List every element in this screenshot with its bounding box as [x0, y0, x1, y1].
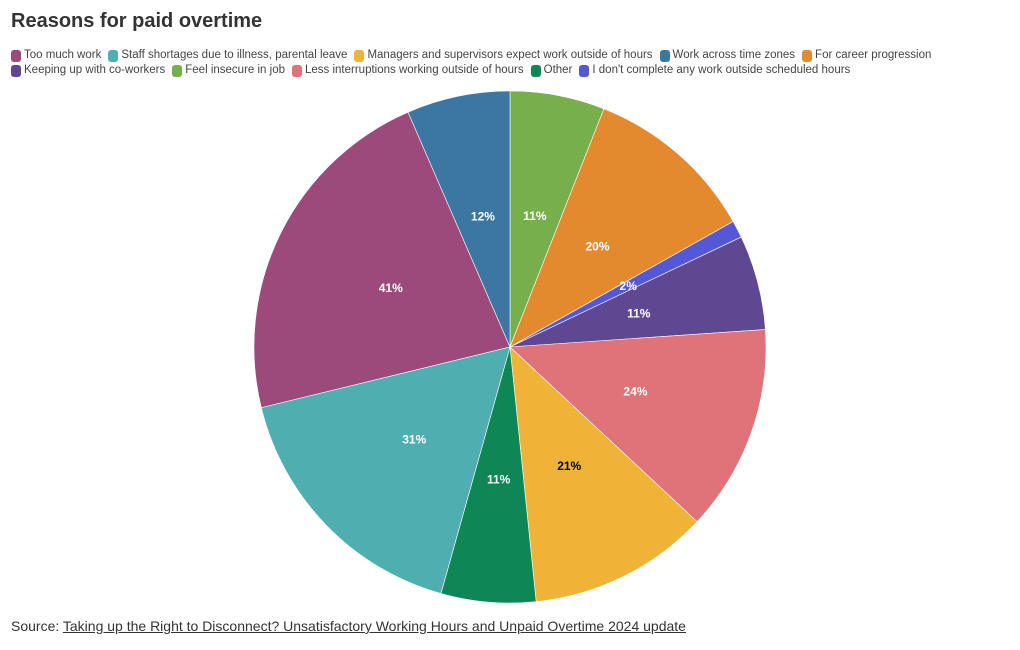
legend-swatch — [354, 49, 365, 62]
pie-slice-managers-and-supervisors-expect-work-outside-of-hours[interactable] — [509, 346, 698, 602]
legend-label: For career progression — [815, 49, 932, 61]
pie-slice-staff-shortages-due-to-illness-parental-leave[interactable] — [260, 346, 511, 594]
legend-item[interactable]: Keeping up with co-workers — [11, 63, 165, 78]
legend-swatch — [292, 64, 302, 77]
data-label: 11% — [523, 209, 547, 223]
pie-slice-less-interruptions-working-outside-of-hours[interactable] — [509, 329, 767, 523]
legend-item[interactable]: Staff shortages due to illness, parental… — [108, 48, 347, 63]
legend-swatch — [659, 49, 670, 62]
legend-item[interactable]: Too much work — [11, 48, 101, 63]
legend-item[interactable]: Feel insecure in job — [172, 63, 285, 78]
legend-item[interactable]: I don't complete any work outside schedu… — [579, 63, 850, 78]
data-label: 41% — [379, 281, 403, 295]
data-label: 24% — [623, 385, 647, 399]
pie-slice-too-much-work[interactable] — [253, 111, 511, 408]
legend-row: Keeping up with co-workers Feel insecure … — [11, 63, 1011, 78]
legend-row: Too much work Staff shortages due to illn… — [11, 48, 1011, 63]
legend-label: Staff shortages due to illness, parental… — [121, 49, 348, 61]
data-label: 11% — [627, 306, 651, 320]
source-line: Source: Taking up the Right to Disconnec… — [11, 618, 686, 634]
legend-label: Too much work — [24, 49, 102, 61]
chart-legend: Too much work Staff shortages due to illn… — [11, 48, 1011, 78]
legend-item[interactable]: For career progression — [802, 48, 931, 63]
legend-swatch — [108, 49, 119, 62]
data-label: 31% — [402, 433, 426, 447]
legend-swatch — [172, 64, 183, 77]
data-label: 2% — [620, 279, 638, 293]
legend-label: Managers and supervisors expect work out… — [367, 49, 653, 61]
legend-label: Feel insecure in job — [185, 64, 285, 76]
pie-slice-work-across-time-zones[interactable] — [407, 90, 511, 348]
legend-item[interactable]: Less interruptions working outside of ho… — [292, 63, 524, 78]
data-label: 21% — [557, 459, 581, 473]
legend-label: I don't complete any work outside schedu… — [592, 64, 851, 76]
legend-item[interactable]: Managers and supervisors expect work out… — [354, 48, 653, 63]
data-label: 11% — [487, 473, 511, 487]
legend-swatch — [11, 49, 21, 62]
legend-swatch — [530, 64, 541, 77]
pie-chart-area: 11% 20% 2% 11% 24% 21% 11% 31% 41% 12% — [0, 80, 1020, 610]
pie-slice-for-career-progression[interactable] — [509, 108, 734, 348]
source-link[interactable]: Taking up the Right to Disconnect? Unsat… — [62, 618, 686, 634]
legend-item[interactable]: Work across time zones — [659, 48, 796, 63]
data-label: 20% — [585, 240, 609, 254]
pie-chart: 11% 20% 2% 11% 24% 21% 11% 31% 41% 12% — [253, 90, 767, 604]
legend-swatch — [579, 64, 590, 77]
legend-item[interactable]: Other — [530, 63, 573, 78]
source-prefix: Source: — [11, 618, 63, 634]
legend-swatch — [11, 64, 21, 77]
legend-label: Less interruptions working outside of ho… — [305, 64, 524, 76]
legend-label: Work across time zones — [672, 49, 796, 61]
chart-title: Reasons for paid overtime — [11, 10, 263, 32]
data-label: 12% — [471, 210, 495, 224]
legend-swatch — [802, 49, 813, 62]
legend-label: Keeping up with co-workers — [24, 64, 166, 76]
legend-label: Other — [543, 64, 573, 76]
